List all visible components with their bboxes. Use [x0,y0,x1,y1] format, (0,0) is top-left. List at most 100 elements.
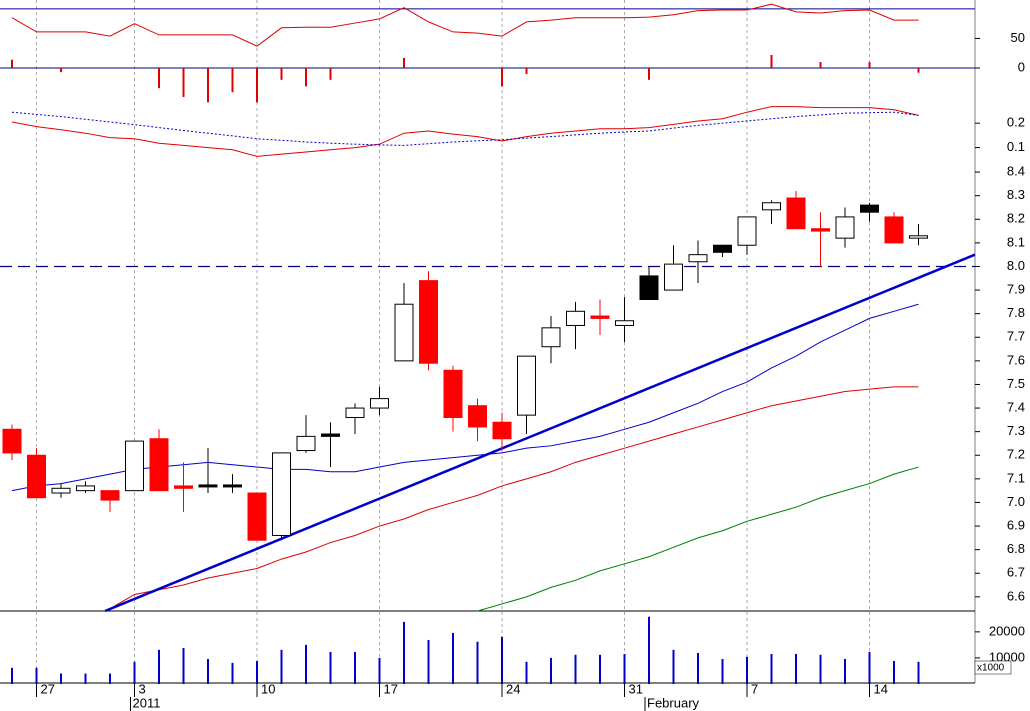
y-tick-label: 7.9 [1007,282,1025,297]
candle-body [2,428,22,454]
y-tick-label: 7.7 [1007,329,1025,344]
bar [525,68,528,74]
bar [672,649,675,684]
bar [378,657,381,684]
y-tick-label: 8.0 [1007,258,1025,273]
bar [231,662,234,684]
candle-body [517,355,536,416]
bar [427,639,430,684]
bar [721,658,724,684]
bar [354,651,356,684]
bar [182,68,185,97]
unit-label: x1000 [977,663,1005,674]
bar [207,658,209,684]
candle-body [884,216,904,244]
bar [305,68,307,87]
bar [770,654,773,684]
candle-body [174,485,193,489]
candle-body [762,202,781,211]
grid [36,0,870,683]
candle-body [345,407,365,418]
y-tick-label: 7.3 [1007,423,1025,438]
bar [501,636,503,684]
bar [35,667,38,684]
bar [501,68,503,87]
bar [844,658,846,684]
period-label: 2011 [133,695,161,710]
bar [256,68,258,103]
bar [231,68,234,93]
candle-body [149,438,169,492]
bar [158,68,160,89]
x-tick-label: 10 [261,681,275,696]
bar [403,621,405,684]
bar [525,661,528,684]
y-tick-label: 8.2 [1007,211,1025,226]
candle-body [566,310,585,326]
bar [770,55,773,69]
y-tick-label: 20000 [989,623,1025,638]
candle-body [811,228,830,232]
bar [133,661,136,684]
bar [550,657,552,684]
bar [795,654,797,684]
bar [84,673,87,684]
bar [868,62,871,69]
y-tick-label: 10000 [989,649,1025,664]
series-line [11,111,919,146]
candle-body [296,435,316,452]
y-tick-label: 6.7 [1007,565,1025,580]
candle-body [394,303,414,362]
candle-body [419,280,438,364]
bar [819,654,822,684]
candle-body [443,369,463,418]
bar [648,616,650,684]
y-tick-label: 7.4 [1007,399,1025,414]
series-line [109,386,919,610]
candle-body [223,484,242,488]
series-line [477,466,919,612]
bar [11,59,13,69]
candle-body [321,433,340,437]
bar [60,673,62,684]
y-tick-label: 8.1 [1007,234,1025,249]
bar [452,632,454,684]
bar [746,656,748,684]
candle-body [27,454,46,499]
bar [868,651,871,684]
y-tick-label: 8.3 [1007,187,1025,202]
bar [623,654,626,684]
y-tick-label: 50 [1011,30,1025,45]
bar [917,68,920,73]
bar [182,648,185,684]
candle-body [370,398,389,409]
y-tick-label: 0.1 [1007,139,1025,154]
candle-body [100,490,120,501]
candle-body [713,244,732,253]
bar [819,62,822,69]
y-tick-label: 6.6 [1007,588,1025,603]
candle-body [909,235,928,239]
bar [599,654,601,684]
x-tick-label: 3 [139,681,146,696]
bar [158,649,160,684]
bar [280,649,283,684]
y-tick-label: 6.8 [1007,541,1025,556]
bar [329,68,332,80]
candle-body [639,275,659,301]
candle-body [664,263,683,291]
bar [893,661,895,684]
candle-body [247,492,267,541]
period-label: February [647,695,700,710]
bar [648,68,650,80]
candle-body [615,320,634,326]
bar [329,651,332,684]
bar [60,68,62,73]
bar [917,661,920,684]
candle-body [272,452,291,536]
y-tick-label: 0.2 [1007,115,1025,130]
x-tick-label: 14 [874,681,888,696]
x-tick-label: 7 [751,681,758,696]
bar [109,673,111,684]
